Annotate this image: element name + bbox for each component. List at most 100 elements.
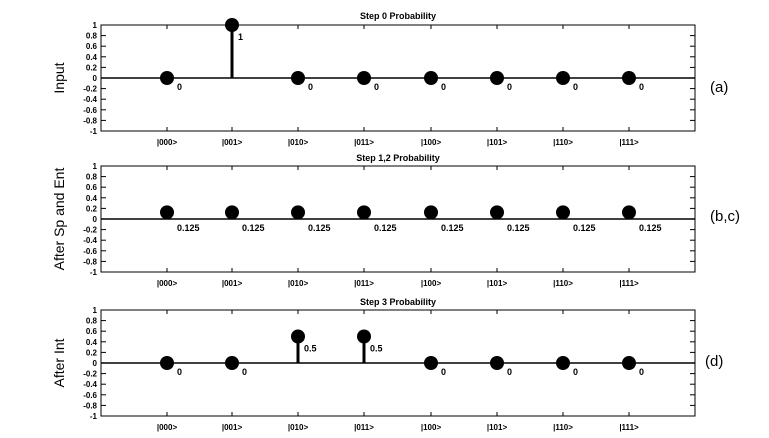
chart-title: Step 0 Probability [360, 11, 436, 21]
y-tick-label: -0.2 [83, 85, 97, 94]
y-axis-label: After Sp and Ent [51, 168, 67, 271]
value-label: 0 [308, 82, 313, 92]
stem-marker [490, 71, 504, 85]
stem-marker [160, 71, 174, 85]
x-tick-label: |010> [288, 138, 309, 147]
x-tick-label: |000> [157, 279, 178, 288]
y-tick-label: 1 [93, 162, 98, 171]
value-label: 0 [177, 367, 182, 377]
value-label: 0.125 [177, 223, 200, 233]
x-tick-label: |000> [157, 423, 178, 432]
x-tick-label: |011> [354, 279, 374, 288]
value-label: 0.125 [507, 223, 530, 233]
stem-marker [291, 71, 305, 85]
y-tick-label: 0 [93, 215, 98, 224]
x-tick-label: |100> [421, 279, 442, 288]
stem-marker [225, 356, 239, 370]
value-label: 0 [639, 367, 644, 377]
value-label: 0 [507, 367, 512, 377]
stem-marker [556, 356, 570, 370]
value-label: 0 [573, 82, 578, 92]
value-label: 0.5 [304, 344, 317, 354]
stem-marker [556, 71, 570, 85]
y-tick-label: 1 [93, 306, 98, 315]
value-label: 1 [238, 32, 243, 42]
y-tick-label: -0.2 [83, 226, 97, 235]
y-tick-label: -1 [90, 127, 98, 136]
y-tick-label: 0.4 [86, 53, 98, 62]
panel-label: (b,c) [710, 208, 740, 225]
y-axis-label: After Int [51, 338, 67, 387]
panel-label: (d) [705, 353, 723, 370]
value-label: 0.125 [374, 223, 397, 233]
y-tick-label: -0.6 [83, 106, 97, 115]
y-tick-label: 0.4 [86, 338, 98, 347]
value-label: 0.5 [370, 344, 383, 354]
y-axis-label: Input [51, 62, 67, 93]
chart-title: Step 3 Probability [360, 297, 436, 307]
y-tick-label: 0.8 [86, 173, 98, 182]
y-tick-label: -1 [90, 412, 98, 421]
x-tick-label: |110> [553, 423, 573, 432]
value-label: 0.125 [573, 223, 596, 233]
x-tick-label: |010> [288, 279, 309, 288]
y-tick-label: 1 [93, 21, 98, 30]
y-tick-label: 0.8 [86, 317, 98, 326]
y-tick-label: 0 [93, 74, 98, 83]
x-tick-label: |011> [354, 423, 374, 432]
stem-marker [225, 18, 239, 32]
stem-marker [291, 329, 305, 344]
stem-marker [424, 205, 438, 220]
y-tick-label: 0.6 [86, 327, 98, 336]
stem-marker [622, 356, 636, 370]
y-tick-label: -0.4 [83, 236, 97, 245]
chart-title: Step 1,2 Probability [356, 153, 440, 163]
y-tick-label: -0.2 [83, 370, 97, 379]
y-tick-label: -0.6 [83, 247, 97, 256]
value-label: 0 [242, 367, 247, 377]
stem-marker [357, 71, 371, 85]
x-tick-label: |101> [487, 423, 508, 432]
y-tick-label: 0.6 [86, 183, 98, 192]
x-tick-label: |100> [421, 423, 442, 432]
value-label: 0.125 [639, 223, 662, 233]
stem-marker [622, 71, 636, 85]
stem-marker [424, 356, 438, 370]
stem-marker [160, 356, 174, 370]
x-tick-label: |100> [421, 138, 442, 147]
y-tick-label: -0.8 [83, 257, 97, 266]
y-tick-label: -0.8 [83, 116, 97, 125]
value-label: 0 [441, 82, 446, 92]
stem-marker [357, 205, 371, 220]
stem-marker [622, 205, 636, 220]
y-tick-label: -0.4 [83, 95, 97, 104]
x-tick-label: |000> [157, 138, 178, 147]
x-tick-label: |110> [553, 138, 573, 147]
y-tick-label: 0.4 [86, 194, 98, 203]
stem-marker [225, 205, 239, 220]
x-tick-label: |101> [487, 138, 508, 147]
stem-marker [357, 329, 371, 344]
y-tick-label: 0 [93, 359, 98, 368]
y-tick-label: -0.8 [83, 401, 97, 410]
stem-marker [160, 205, 174, 220]
value-label: 0.125 [441, 223, 464, 233]
y-tick-label: 0.6 [86, 42, 98, 51]
stem-marker [556, 205, 570, 220]
stem-marker [490, 356, 504, 370]
value-label: 0 [573, 367, 578, 377]
x-tick-label: |110> [553, 279, 573, 288]
value-label: 0 [507, 82, 512, 92]
value-label: 0.125 [242, 223, 265, 233]
x-tick-label: |001> [222, 138, 243, 147]
value-label: 0 [374, 82, 379, 92]
y-tick-label: 0.2 [86, 204, 98, 213]
y-tick-label: 0.2 [86, 63, 98, 72]
y-tick-label: -0.4 [83, 380, 97, 389]
x-tick-label: |011> [354, 138, 374, 147]
value-label: 0 [639, 82, 644, 92]
y-tick-label: -0.6 [83, 391, 97, 400]
y-tick-label: -1 [90, 268, 98, 277]
x-tick-label: |111> [619, 138, 639, 147]
